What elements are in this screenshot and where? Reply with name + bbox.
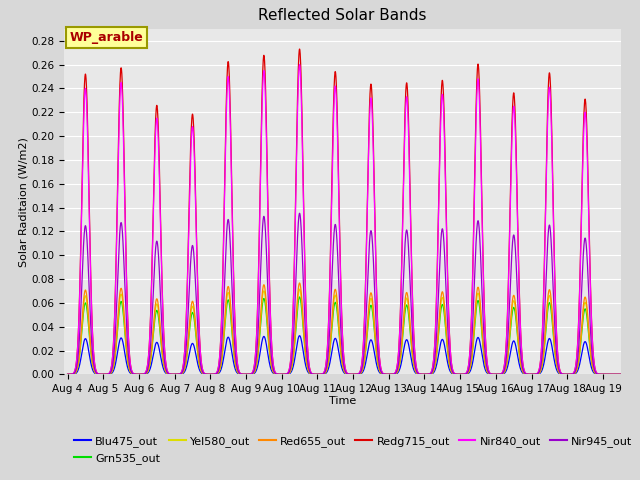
- X-axis label: Time: Time: [329, 396, 356, 406]
- Y-axis label: Solar Raditaion (W/m2): Solar Raditaion (W/m2): [19, 137, 28, 266]
- Text: WP_arable: WP_arable: [70, 31, 143, 44]
- Title: Reflected Solar Bands: Reflected Solar Bands: [258, 9, 427, 24]
- Legend: Blu475_out, Grn535_out, Yel580_out, Red655_out, Redg715_out, Nir840_out, Nir945_: Blu475_out, Grn535_out, Yel580_out, Red6…: [70, 432, 637, 468]
